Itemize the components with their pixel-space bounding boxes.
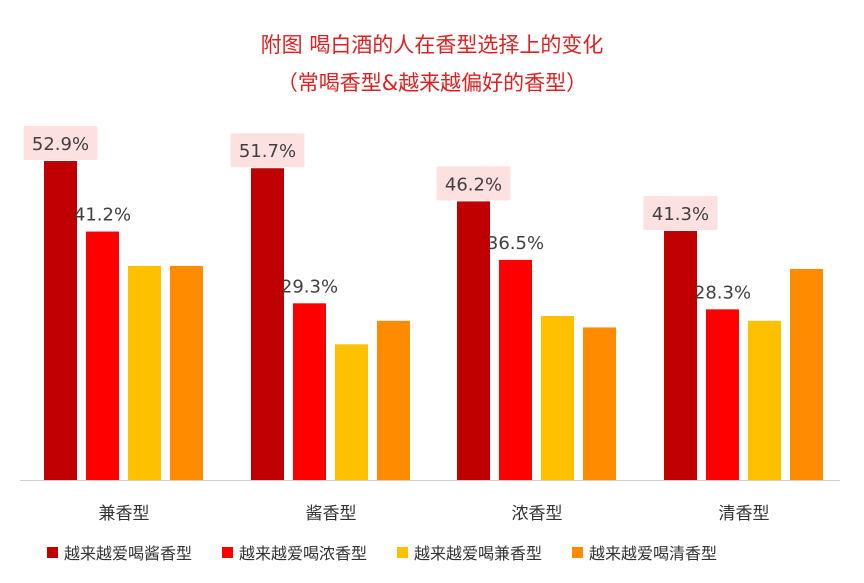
data-label: 28.3% bbox=[694, 282, 751, 303]
legend-item: 越来越爱喝酱香型 bbox=[47, 540, 192, 564]
legend-label: 越来越爱喝浓香型 bbox=[239, 544, 368, 563]
bar bbox=[541, 315, 574, 480]
data-label-highlight bbox=[230, 133, 305, 168]
legend-swatch bbox=[572, 546, 584, 558]
bar bbox=[748, 320, 781, 480]
bar bbox=[86, 231, 119, 480]
data-label: 46.2% bbox=[445, 174, 502, 195]
bar bbox=[790, 268, 823, 480]
category-label: 清香型 bbox=[719, 504, 770, 524]
bar bbox=[251, 168, 284, 480]
chart-subtitle: （常喝香型&越来越偏好的香型） bbox=[276, 71, 588, 95]
legend-label: 越来越爱喝酱香型 bbox=[64, 544, 193, 563]
legend-label: 越来越爱喝兼香型 bbox=[414, 544, 543, 563]
data-label: 52.9% bbox=[32, 134, 89, 155]
category-label: 浓香型 bbox=[512, 504, 563, 524]
data-label: 36.5% bbox=[487, 233, 544, 254]
bar bbox=[664, 230, 697, 480]
bar bbox=[706, 309, 739, 480]
bar bbox=[457, 201, 490, 480]
legend-item: 越来越爱喝兼香型 bbox=[397, 540, 542, 564]
data-label: 29.3% bbox=[281, 276, 338, 297]
bar bbox=[128, 265, 161, 480]
bar bbox=[377, 320, 410, 480]
legend-item: 越来越爱喝清香型 bbox=[572, 540, 717, 564]
category-label: 酱香型 bbox=[306, 504, 357, 524]
bar bbox=[583, 327, 616, 480]
legend-swatch bbox=[222, 546, 234, 558]
bar bbox=[499, 259, 532, 480]
data-label-highlight bbox=[23, 126, 98, 160]
legend-swatch bbox=[47, 546, 58, 558]
legend-label: 越来越爱喝清香型 bbox=[589, 544, 718, 563]
chart-legend: 越来越爱喝酱香型 越来越爱喝浓香型 越来越爱喝兼香型 越来越爱喝清香型 bbox=[47, 540, 717, 564]
legend-item: 越来越爱喝浓香型 bbox=[222, 540, 367, 564]
data-label: 41.2% bbox=[74, 205, 131, 226]
data-label-highlight bbox=[436, 166, 511, 201]
bar bbox=[170, 265, 203, 480]
data-label: 51.7% bbox=[239, 141, 296, 162]
chart-title: 附图 喝白酒的人在香型选择上的变化 bbox=[260, 33, 604, 57]
category-label: 兼香型 bbox=[99, 504, 150, 524]
bar bbox=[293, 303, 326, 480]
data-label-highlight bbox=[643, 195, 718, 230]
bar bbox=[335, 344, 368, 480]
bar bbox=[44, 161, 77, 480]
legend-swatch bbox=[397, 546, 409, 558]
data-label: 41.3% bbox=[652, 204, 709, 225]
